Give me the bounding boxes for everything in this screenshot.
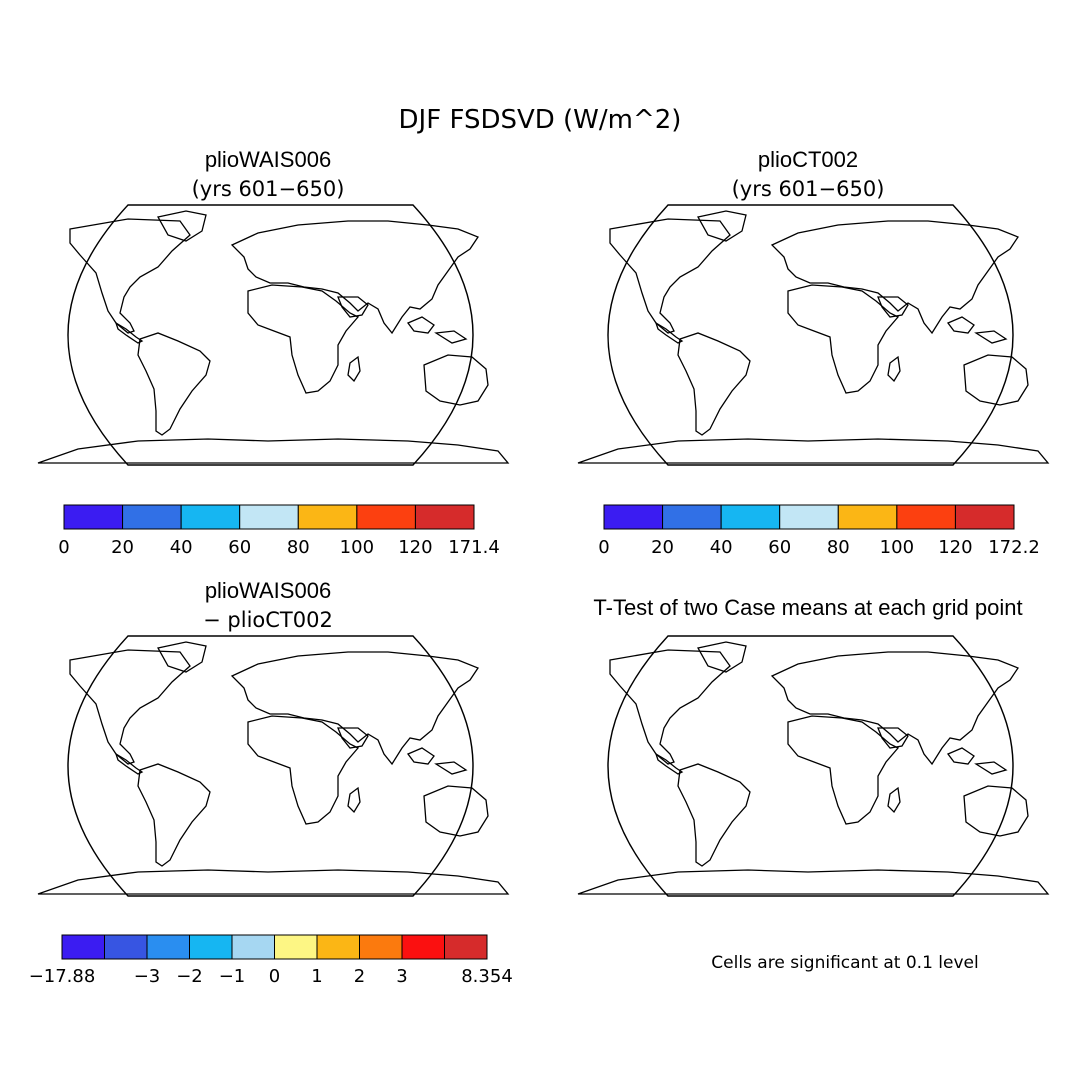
- colorbar-label: 0: [269, 966, 280, 987]
- colorbar-segment: [444, 934, 488, 960]
- map-panel-1: plioWAIS006 (yrs 601−650): [37, 147, 509, 466]
- map-ocean: [608, 636, 1013, 896]
- panel-title: T-Test of two Case means at each grid po…: [593, 595, 1022, 620]
- colorbar-2: 0 20 40 60 80 100 120 172.2: [598, 504, 1040, 558]
- colorbar-segment: [896, 504, 956, 530]
- colorbar-segment: [837, 504, 898, 530]
- panel-title: plioWAIS006: [205, 578, 331, 603]
- main-title: DJF FSDSVD (W/m^2): [399, 105, 682, 135]
- colorbar-label: 171.4: [448, 537, 500, 558]
- colorbar-label: 80: [287, 537, 310, 558]
- colorbar-segment: [954, 504, 1015, 530]
- colorbar-segment: [414, 504, 475, 530]
- colorbar-segment: [720, 504, 781, 530]
- colorbar-label: 60: [228, 537, 251, 558]
- colorbar-1: 0 20 40 60 80 100 120 171.4: [58, 504, 500, 558]
- colorbar-label: −17.88: [29, 966, 96, 987]
- significance-footnote: Cells are significant at 0.1 level: [711, 953, 978, 973]
- colorbar-3: −17.88 −3 −2 −1 0 1 2 3 8.354: [29, 934, 513, 987]
- colorbar-label: 100: [340, 537, 374, 558]
- map-ocean: [608, 205, 1013, 465]
- colorbar-segment: [104, 934, 148, 960]
- colorbar-label: 40: [170, 537, 193, 558]
- colorbar-label: 0: [598, 537, 609, 558]
- colorbar-label: −2: [176, 966, 203, 987]
- colorbar-segment: [189, 934, 233, 960]
- panel-subtitle: − plioCT002: [203, 608, 333, 632]
- colorbar-segment: [356, 504, 416, 530]
- colorbar-label: 0: [58, 537, 69, 558]
- colorbar-label: −1: [219, 966, 246, 987]
- colorbar-segment: [603, 504, 664, 530]
- map-panel-2: plioCT002 (yrs 601−650): [577, 147, 1049, 466]
- colorbar-label: 3: [396, 966, 407, 987]
- colorbar-label: 172.2: [988, 537, 1040, 558]
- colorbar-label: 60: [768, 537, 791, 558]
- panel-subtitle: (yrs 601−650): [192, 177, 345, 201]
- colorbar-label: 20: [651, 537, 674, 558]
- colorbar-segment: [401, 934, 445, 960]
- panel-title: plioWAIS006: [205, 147, 331, 172]
- map-ocean: [68, 636, 473, 896]
- map-panel-3: plioWAIS006 − plioCT002: [37, 578, 509, 897]
- colorbar-label: 40: [710, 537, 733, 558]
- colorbar-segment: [274, 934, 318, 960]
- colorbar-label: 20: [111, 537, 134, 558]
- colorbar-segment: [316, 934, 360, 960]
- colorbar-label: 120: [938, 537, 972, 558]
- colorbar-segment: [359, 934, 403, 960]
- colorbar-label: 100: [880, 537, 914, 558]
- colorbar-segment: [239, 504, 299, 530]
- colorbar-segment: [297, 504, 358, 530]
- colorbar-label: 80: [827, 537, 850, 558]
- map-panel-4: T-Test of two Case means at each grid po…: [577, 595, 1049, 897]
- colorbar-segment: [146, 934, 190, 960]
- colorbar-label: 8.354: [461, 966, 513, 987]
- map-ocean: [68, 205, 473, 465]
- colorbar-segment: [180, 504, 241, 530]
- colorbar-segment: [662, 504, 722, 530]
- colorbar-segment: [779, 504, 839, 530]
- panel-subtitle: (yrs 601−650): [732, 177, 885, 201]
- colorbar-label: 120: [398, 537, 432, 558]
- colorbar-label: 2: [354, 966, 365, 987]
- colorbar-label: 1: [311, 966, 322, 987]
- colorbar-segment: [61, 934, 105, 960]
- panel-title: plioCT002: [758, 147, 858, 172]
- colorbar-segment: [122, 504, 182, 530]
- colorbar-label: −3: [134, 966, 161, 987]
- colorbar-segment: [231, 934, 275, 960]
- figure-content: DJF FSDSVD (W/m^2) plioWAIS006 (yrs 601−65…: [29, 105, 1049, 987]
- colorbar-segment: [63, 504, 124, 530]
